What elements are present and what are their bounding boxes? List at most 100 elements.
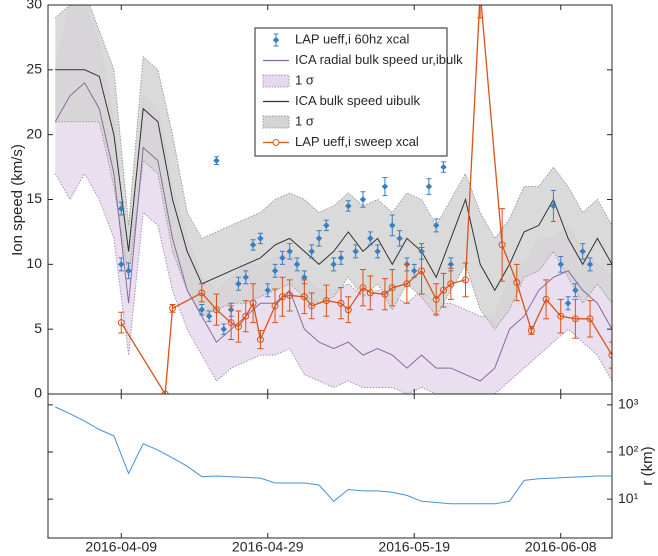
- point: [213, 157, 220, 164]
- point: [381, 183, 389, 190]
- point: [205, 312, 213, 320]
- error-bar: [499, 208, 506, 282]
- point: [125, 267, 132, 275]
- error-bar: [389, 269, 396, 307]
- error-bar: [345, 296, 352, 324]
- error-bar: [250, 283, 257, 324]
- point: [557, 312, 565, 320]
- bulk-speed-line: [54, 82, 612, 382]
- point: [198, 306, 206, 313]
- point: [286, 248, 293, 255]
- error-bar: [279, 276, 286, 317]
- distance-line: [55, 406, 612, 505]
- point: [447, 261, 455, 268]
- sigma-edge: [54, 5, 612, 240]
- y-tick-label: 30: [26, 0, 42, 12]
- y-tick-label: 10: [26, 255, 42, 271]
- point: [579, 248, 586, 255]
- error-bar: [213, 293, 220, 326]
- legend-label: ICA radial bulk speed ur,ibulk: [295, 52, 463, 67]
- legend-label: LAP ueff,i 60hz xcal: [295, 31, 410, 46]
- point: [513, 278, 521, 286]
- point: [249, 299, 257, 307]
- point: [323, 222, 330, 229]
- point: [462, 276, 470, 284]
- error-bar: [242, 300, 249, 333]
- y-tick-label: 20: [26, 125, 42, 141]
- point: [396, 235, 403, 242]
- point: [447, 280, 455, 288]
- y-tick-label: 15: [26, 190, 42, 206]
- point: [256, 336, 264, 344]
- point: [308, 302, 316, 310]
- point: [440, 163, 447, 171]
- error-bar: [477, 5, 484, 19]
- error-bar: [367, 275, 374, 311]
- point: [344, 306, 352, 314]
- x-tick-label: 2016-04-29: [232, 539, 304, 555]
- y2-axis-label: r (km): [639, 446, 656, 485]
- point: [411, 267, 418, 275]
- error-bar: [308, 292, 315, 320]
- point: [322, 297, 330, 305]
- error-bar: [433, 283, 440, 316]
- y-axis-label: Ion speed (km/s): [9, 144, 26, 256]
- error-bar: [587, 300, 594, 338]
- point: [271, 302, 279, 310]
- point: [161, 390, 169, 394]
- point: [118, 205, 125, 212]
- point: [403, 280, 411, 288]
- point: [557, 261, 564, 268]
- plot-frame: [47, 393, 613, 539]
- error-bar: [440, 272, 447, 308]
- legend-swatch: [272, 139, 280, 146]
- error-bar: [418, 246, 425, 295]
- error-bar: [513, 263, 520, 302]
- point: [586, 315, 594, 323]
- legend-label: 1 σ: [295, 72, 314, 87]
- point: [220, 325, 227, 333]
- point: [432, 295, 440, 303]
- error-bar: [235, 310, 242, 343]
- point: [433, 222, 440, 229]
- sigma-edge: [55, 121, 612, 331]
- legend-swatch: [262, 74, 290, 88]
- error-bar: [403, 263, 410, 304]
- y2-tick-label: 10³: [618, 396, 639, 412]
- point: [227, 319, 235, 327]
- point: [271, 267, 279, 275]
- y-tick-label: 0: [34, 385, 42, 401]
- legend-box: [254, 27, 448, 157]
- point: [359, 196, 367, 203]
- point: [279, 254, 286, 262]
- point: [234, 323, 242, 331]
- point: [571, 315, 579, 323]
- point: [498, 241, 506, 249]
- point: [264, 287, 271, 294]
- error-bar: [337, 287, 344, 320]
- y-tick-label: 5: [34, 320, 42, 336]
- point: [278, 293, 286, 301]
- point: [235, 280, 242, 287]
- x-tick-label: 2016-06-08: [525, 539, 597, 555]
- legend-label: ICA bulk speed uibulk: [295, 93, 421, 108]
- point: [550, 202, 557, 210]
- point: [337, 299, 345, 307]
- error-bar: [572, 298, 579, 339]
- y2-tick-label: 10²: [618, 443, 639, 459]
- sigma-band: [55, 5, 612, 330]
- x-tick-label: 2016-04-09: [85, 539, 157, 555]
- error-bar: [257, 329, 264, 350]
- error-bar: [609, 341, 612, 369]
- y2-tick-label: 10¹: [618, 490, 639, 506]
- point: [418, 267, 426, 275]
- error-bar: [301, 279, 308, 315]
- point: [542, 295, 550, 303]
- point: [359, 284, 367, 292]
- point: [242, 312, 250, 320]
- error-bar: [381, 278, 388, 311]
- error-bar: [198, 283, 205, 303]
- point: [366, 289, 374, 297]
- error-bar: [118, 311, 125, 334]
- point: [345, 202, 352, 210]
